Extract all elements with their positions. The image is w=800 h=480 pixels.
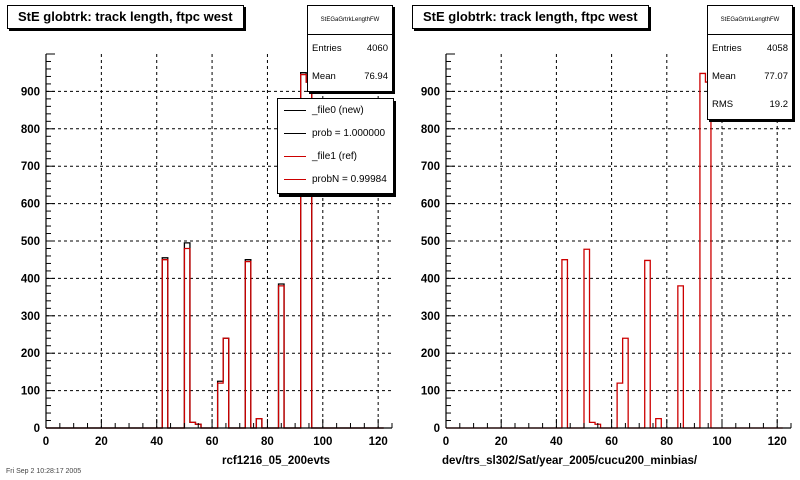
left-y-tick-label-5: 500 xyxy=(21,236,40,248)
left-stats-mean-label: Mean xyxy=(312,71,336,82)
legend-label-file1: _file1 (ref) xyxy=(312,151,358,162)
right-y-tick-label-3: 300 xyxy=(421,311,440,323)
legend-swatch-prob xyxy=(284,133,306,134)
left-y-tick-label-4: 400 xyxy=(21,273,40,285)
legend-label-probn: probN = 0.99984 xyxy=(312,174,387,185)
right-y-tick-label-8: 800 xyxy=(421,124,440,136)
legend-swatch-probn xyxy=(284,179,306,180)
right-stats-mean-row: Mean 77.07 xyxy=(708,63,792,91)
right-y-tick-label-9: 900 xyxy=(421,86,440,98)
left-y-tick-label-9: 900 xyxy=(21,86,40,98)
left-x-tick-label-1: 20 xyxy=(95,436,108,448)
left-y-tick-label-1: 100 xyxy=(21,386,40,398)
right-stats-entries-label: Entries xyxy=(712,43,742,54)
legend-entry-prob: prob = 1.000000 xyxy=(278,122,393,145)
right-stats-rms-value: 19.2 xyxy=(769,99,789,110)
left-y-tick-label-6: 600 xyxy=(21,199,40,211)
right-x-tick-label-2: 40 xyxy=(550,436,563,448)
right-y-tick-label-6: 600 xyxy=(421,199,440,211)
right-x-tick-label-3: 60 xyxy=(605,436,618,448)
right-stats-mean-label: Mean xyxy=(712,71,736,82)
legend-label-prob: prob = 1.000000 xyxy=(312,128,386,139)
right-x-tick-label-6: 120 xyxy=(768,436,787,448)
right-y-tick-label-7: 700 xyxy=(421,161,440,173)
left-legend-box: _file0 (new) prob = 1.000000 _file1 (ref… xyxy=(277,98,394,194)
right-chart-title: StE globtrk: track length, ftpc west xyxy=(412,5,649,29)
right-x-tick-label-4: 80 xyxy=(660,436,673,448)
right-y-tick-label-2: 200 xyxy=(421,348,440,360)
right-y-tick-label-1: 100 xyxy=(421,386,440,398)
left-histogram-panel: 0 20 40 60 80 100 120 0 100 200 300 400 500 600 700 800… xyxy=(6,5,394,475)
left-stats-entries-value: 4060 xyxy=(366,43,388,54)
right-x-tick-label-1: 20 xyxy=(495,436,508,448)
legend-label-file0: _file0 (new) xyxy=(312,105,364,116)
right-stats-rms-row: RMS 19.2 xyxy=(708,91,792,119)
left-y-tick-label-7: 700 xyxy=(21,161,40,173)
left-x-tick-label-4: 80 xyxy=(261,436,274,448)
left-x-tick-label-0: 0 xyxy=(43,436,49,448)
right-stats-box: StEGaGrtrkLengthFW Entries 4058 Mean 77.… xyxy=(707,5,793,120)
right-stats-mean-value: 77.07 xyxy=(764,71,788,82)
right-stats-rms-label: RMS xyxy=(712,99,734,110)
legend-entry-file0: _file0 (new) xyxy=(278,99,393,122)
left-stats-mean-value: 76.94 xyxy=(364,71,388,82)
left-x-tick-label-5: 100 xyxy=(313,436,332,448)
right-x-axis-label: dev/trs_sl302/Sat/year_2005/cucu200_minb… xyxy=(442,455,698,467)
legend-entry-file1: _file1 (ref) xyxy=(278,145,393,168)
left-y-tick-label-2: 200 xyxy=(21,348,40,360)
left-chart-title: StE globtrk: track length, ftpc west xyxy=(7,5,244,29)
right-stats-name: StEGaGrtrkLengthFW xyxy=(708,6,792,35)
right-y-tick-label-0: 0 xyxy=(434,423,440,435)
right-x-tick-label-0: 0 xyxy=(443,436,449,448)
right-stats-entries-value: 4058 xyxy=(766,43,788,54)
legend-swatch-file0 xyxy=(284,110,306,111)
left-x-tick-label-2: 40 xyxy=(150,436,163,448)
left-y-tick-label-3: 300 xyxy=(21,311,40,323)
left-y-tick-label-8: 800 xyxy=(21,124,40,136)
right-y-tick-label-5: 500 xyxy=(421,236,440,248)
left-x-tick-label-6: 120 xyxy=(369,436,388,448)
legend-swatch-file1 xyxy=(284,156,306,157)
right-x-tick-label-5: 100 xyxy=(712,436,731,448)
left-stats-entries-label: Entries xyxy=(312,43,342,54)
left-stats-name: StEGaGrtrkLengthFW xyxy=(308,6,392,35)
right-series-0-line xyxy=(446,72,783,429)
left-stats-mean-row: Mean 76.94 xyxy=(308,63,392,91)
right-stats-entries-row: Entries 4058 xyxy=(708,35,792,63)
right-histogram-panel: 0 20 40 60 80 100 120 0 100 200 300 400 500 600 700 800… xyxy=(400,0,800,480)
legend-entry-probn: probN = 0.99984 xyxy=(278,168,393,191)
left-x-axis-label: rcf1216_05_200evts xyxy=(222,455,331,467)
left-stats-box: StEGaGrtrkLengthFW Entries 4060 Mean 76.… xyxy=(307,5,393,92)
left-x-tick-label-3: 60 xyxy=(206,436,219,448)
right-histogram-plot: 0 20 40 60 80 100 120 0 100 200 300 400 500 600 700 800… xyxy=(421,53,792,448)
left-stats-entries-row: Entries 4060 xyxy=(308,35,392,63)
right-y-tick-label-4: 400 xyxy=(421,273,440,285)
footer-timestamp: Fri Sep 2 10:28:17 2005 xyxy=(6,468,82,475)
left-y-tick-label-0: 0 xyxy=(34,423,40,435)
